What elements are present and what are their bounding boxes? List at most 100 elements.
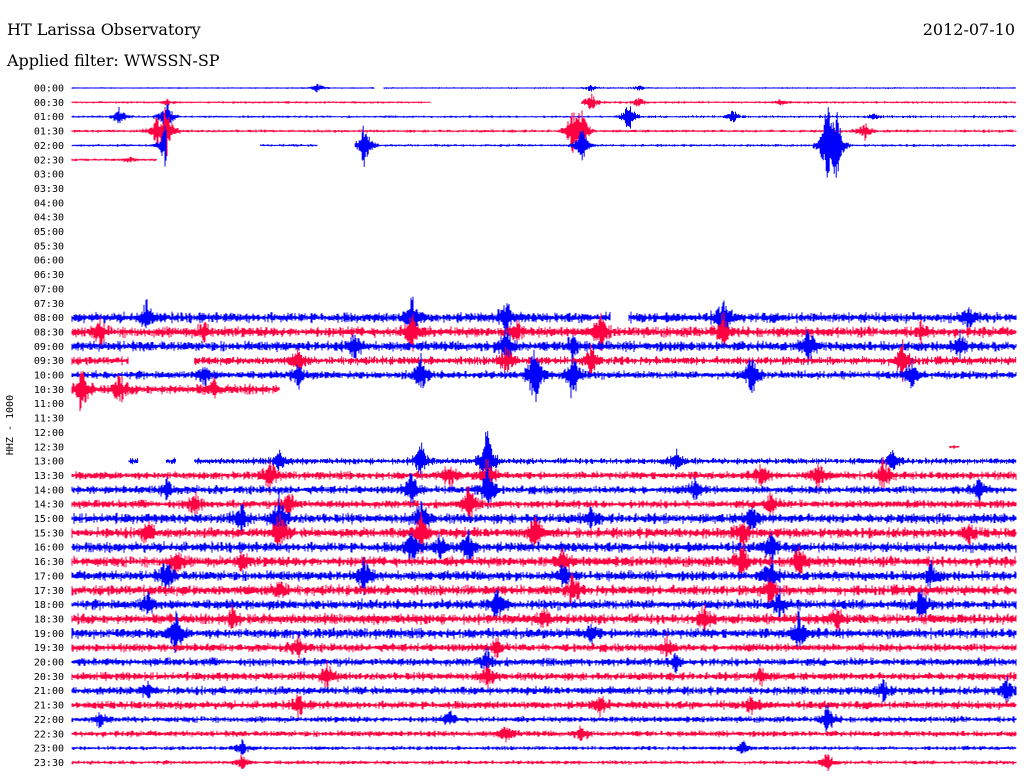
tick-label: 22:00 xyxy=(34,715,64,726)
tick-label: 19:00 xyxy=(34,629,64,640)
trace-segment xyxy=(71,103,620,131)
trace-2100 xyxy=(71,676,1017,706)
trace-segment xyxy=(71,694,1017,719)
trace-1500 xyxy=(71,489,1017,543)
trace-segment xyxy=(71,754,1017,771)
trace-segment xyxy=(71,457,1017,496)
tick-label: 04:00 xyxy=(34,198,64,209)
trace-1530 xyxy=(71,511,1017,555)
trace-segment xyxy=(71,98,431,106)
tick-label: 17:00 xyxy=(34,571,64,582)
trace-segment xyxy=(71,739,1017,755)
trace-segment xyxy=(71,585,1017,621)
trace-segment xyxy=(71,632,1017,659)
tick-label: 03:00 xyxy=(34,170,64,181)
trace-1800 xyxy=(71,585,1017,621)
observatory-title: HT Larissa Observatory xyxy=(7,20,201,39)
tick-label: 06:00 xyxy=(34,256,64,267)
trace-segment xyxy=(354,107,1016,178)
trace-0230 xyxy=(71,156,157,163)
trace-segment xyxy=(71,346,1017,402)
trace-segment xyxy=(628,300,1017,335)
tick-label: 12:30 xyxy=(34,442,64,453)
trace-1400 xyxy=(71,468,1017,509)
tick-label: 04:30 xyxy=(34,213,64,224)
tick-label: 05:00 xyxy=(34,227,64,238)
tick-label: 19:30 xyxy=(34,643,64,654)
trace-1030 xyxy=(71,371,280,412)
trace-0800 xyxy=(71,296,1017,338)
trace-0000 xyxy=(71,83,1016,93)
trace-1700 xyxy=(71,556,1017,597)
trace-segment xyxy=(165,457,176,464)
trace-segment xyxy=(71,489,1017,543)
trace-0030 xyxy=(71,93,1017,110)
trace-segment xyxy=(71,676,1017,706)
trace-segment xyxy=(128,458,139,465)
tick-label: 13:00 xyxy=(34,457,64,468)
tick-label: 14:30 xyxy=(34,500,64,511)
trace-0930 xyxy=(71,339,1017,382)
tick-label: 09:00 xyxy=(34,342,64,353)
trace-segment xyxy=(581,93,1017,110)
trace-segment xyxy=(71,571,1017,606)
trace-1930 xyxy=(71,632,1017,659)
trace-segment xyxy=(71,543,1017,580)
trace-2300 xyxy=(71,739,1017,755)
tick-label: 00:30 xyxy=(34,98,64,109)
trace-segment xyxy=(71,108,1017,156)
tick-label: 11:30 xyxy=(34,414,64,425)
trace-1630 xyxy=(71,543,1017,580)
tick-label: 20:00 xyxy=(34,658,64,669)
trace-1600 xyxy=(71,529,1017,564)
trace-1230 xyxy=(949,444,960,449)
trace-segment xyxy=(71,83,375,93)
trace-segment xyxy=(71,556,1017,597)
tick-label: 23:30 xyxy=(34,758,64,769)
tick-label: 15:30 xyxy=(34,528,64,539)
tick-label: 22:30 xyxy=(34,729,64,740)
trace-segment xyxy=(619,106,1016,129)
tick-label: 20:30 xyxy=(34,672,64,683)
trace-1900 xyxy=(71,610,1017,653)
trace-1330 xyxy=(71,457,1017,496)
tick-label: 02:30 xyxy=(34,155,64,166)
tick-label: 08:00 xyxy=(34,313,64,324)
trace-segment xyxy=(383,84,1016,92)
tick-label: 13:30 xyxy=(34,471,64,482)
trace-segment xyxy=(260,143,318,147)
trace-0900 xyxy=(71,326,1017,368)
trace-2330 xyxy=(71,754,1017,771)
tick-label: 16:00 xyxy=(34,543,64,554)
tick-label: 00:00 xyxy=(34,84,64,95)
tick-label: 09:30 xyxy=(34,356,64,367)
trace-segment xyxy=(71,661,1017,690)
trace-segment xyxy=(71,725,1017,743)
date-label: 2012-07-10 xyxy=(922,20,1015,39)
tick-label: 01:00 xyxy=(34,112,64,123)
tick-label: 07:30 xyxy=(34,299,64,310)
trace-2200 xyxy=(71,704,1017,732)
trace-segment xyxy=(71,296,611,338)
tick-label: 05:30 xyxy=(34,241,64,252)
tick-label: 17:30 xyxy=(34,586,64,597)
trace-segment xyxy=(71,704,1017,732)
trace-segment xyxy=(71,647,1017,676)
trace-segment xyxy=(71,486,1017,523)
trace-segment xyxy=(194,339,1017,382)
tick-label: 18:30 xyxy=(34,614,64,625)
trace-segment xyxy=(71,356,129,366)
filter-label: Applied filter: WWSSN-SP xyxy=(7,51,220,70)
tick-label: 14:00 xyxy=(34,485,64,496)
tick-label: 21:30 xyxy=(34,701,64,712)
trace-1300 xyxy=(128,431,1017,493)
trace-segment xyxy=(71,610,1017,653)
trace-segment xyxy=(71,529,1017,564)
trace-0200 xyxy=(71,107,1016,178)
trace-2230 xyxy=(71,725,1017,743)
trace-0100 xyxy=(71,103,1016,131)
trace-segment xyxy=(949,444,960,449)
tick-label: 06:30 xyxy=(34,270,64,281)
trace-segment xyxy=(71,125,167,167)
